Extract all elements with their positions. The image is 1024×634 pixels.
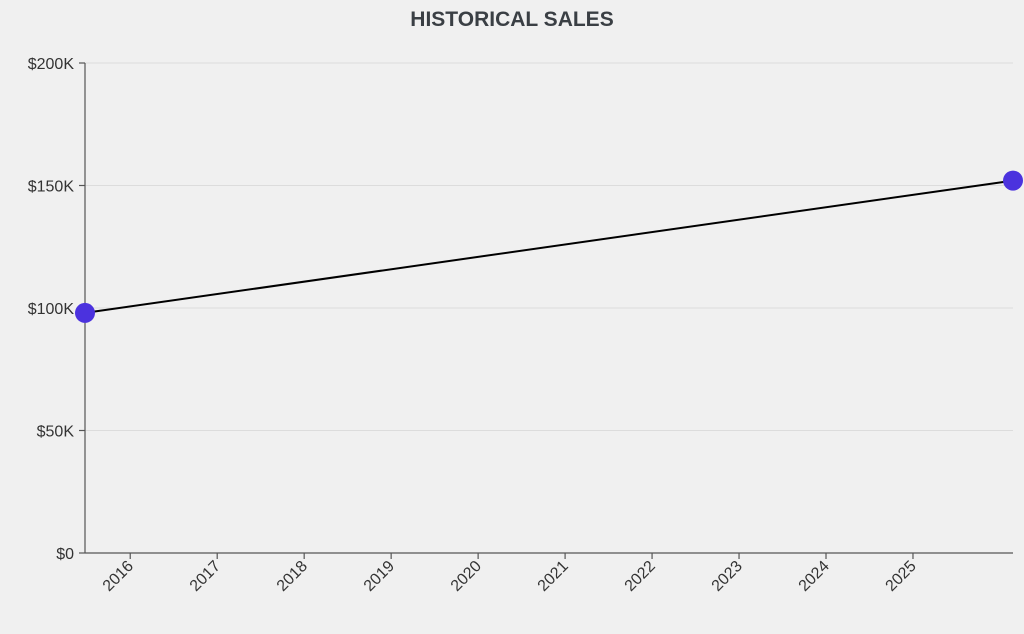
x-tick-label: 2017 bbox=[187, 558, 224, 595]
x-tick-label: 2025 bbox=[883, 558, 920, 595]
data-point bbox=[75, 302, 95, 323]
x-tick-label: 2019 bbox=[361, 558, 398, 595]
x-tick-label: 2023 bbox=[709, 558, 746, 595]
y-tick-label: $150K bbox=[28, 179, 75, 196]
series-line bbox=[84, 179, 1014, 314]
x-tick-label: 2016 bbox=[100, 558, 137, 595]
data-point bbox=[1003, 170, 1023, 191]
y-tick-label: $50K bbox=[37, 424, 75, 441]
y-tick-label: $0 bbox=[56, 546, 74, 563]
chart-title: HISTORICAL SALES bbox=[410, 8, 613, 31]
y-tick-label: $100K bbox=[28, 301, 75, 318]
x-tick-label: 2021 bbox=[535, 558, 572, 595]
y-tick-label: $200K bbox=[28, 56, 75, 73]
x-tick-label: 2018 bbox=[274, 558, 311, 595]
x-tick-label: 2020 bbox=[448, 558, 485, 595]
x-tick-label: 2024 bbox=[796, 558, 833, 595]
x-tick-label: 2022 bbox=[622, 558, 659, 595]
